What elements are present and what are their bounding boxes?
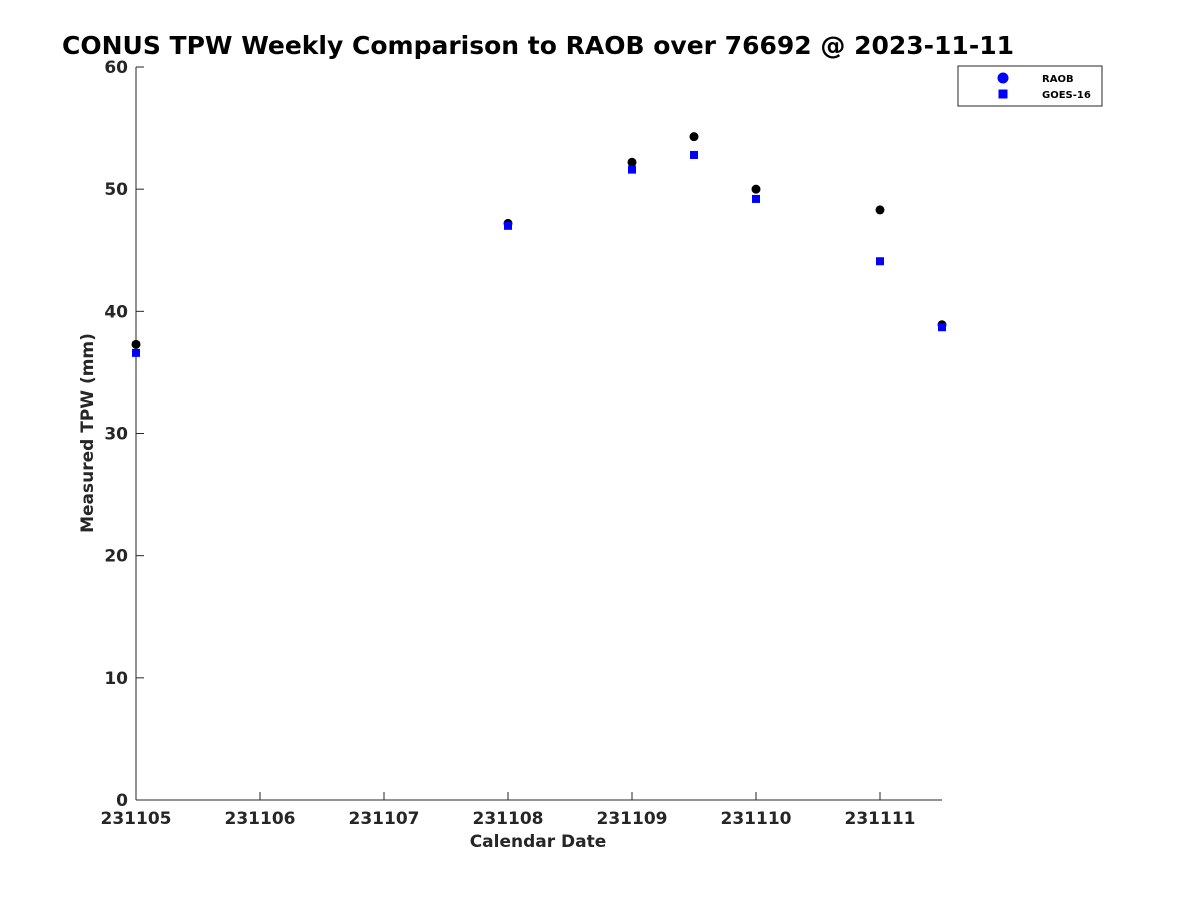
goes-16-point bbox=[752, 194, 760, 203]
data-points bbox=[131, 132, 947, 357]
y-tick-label: 10 bbox=[104, 669, 128, 689]
raob-point bbox=[751, 184, 761, 194]
goes-16-point bbox=[628, 165, 636, 174]
legend-goes-label: GOES-16 bbox=[1042, 90, 1091, 101]
x-tick-label: 231111 bbox=[845, 809, 916, 829]
goes-16-point bbox=[504, 221, 512, 230]
x-tick-label: 231109 bbox=[597, 809, 668, 829]
y-tick-label: 50 bbox=[104, 180, 128, 200]
raob-point bbox=[875, 205, 885, 215]
x-tick-label: 231110 bbox=[721, 809, 792, 829]
chart-legend: RAOB GOES-16 bbox=[957, 65, 1103, 107]
y-axis-label: Measured TPW (mm) bbox=[78, 333, 98, 533]
legend-box bbox=[957, 65, 1103, 107]
goes-16-point bbox=[876, 257, 884, 266]
y-tick-label: 60 bbox=[104, 58, 128, 78]
x-tick-label: 231107 bbox=[349, 809, 420, 829]
raob-point bbox=[689, 132, 699, 142]
y-tick-label: 30 bbox=[104, 425, 128, 445]
y-axis-ticks: 0 10 20 30 40 50 60 bbox=[104, 58, 144, 811]
x-tick-label: 231108 bbox=[473, 809, 544, 829]
x-axis-ticks: 231105 231106 231107 231108 231109 231110 2311… bbox=[101, 792, 916, 829]
goes-16-point bbox=[690, 150, 698, 159]
x-tick-label: 231105 bbox=[101, 809, 172, 829]
goes-16-point bbox=[938, 323, 946, 332]
y-tick-label: 0 bbox=[116, 791, 128, 811]
raob-point bbox=[131, 339, 141, 349]
legend-goes-marker bbox=[998, 89, 1008, 99]
raob-point bbox=[627, 157, 637, 167]
x-tick-label: 231106 bbox=[225, 809, 296, 829]
chart-title: CONUS TPW Weekly Comparison to RAOB over… bbox=[62, 31, 1014, 60]
legend-raob-marker bbox=[997, 72, 1009, 84]
legend-raob-label: RAOB bbox=[1042, 74, 1074, 85]
goes-16-point bbox=[132, 348, 140, 357]
x-axis-label: Calendar Date bbox=[470, 832, 607, 852]
y-tick-label: 40 bbox=[104, 302, 128, 322]
y-tick-label: 20 bbox=[104, 547, 128, 567]
